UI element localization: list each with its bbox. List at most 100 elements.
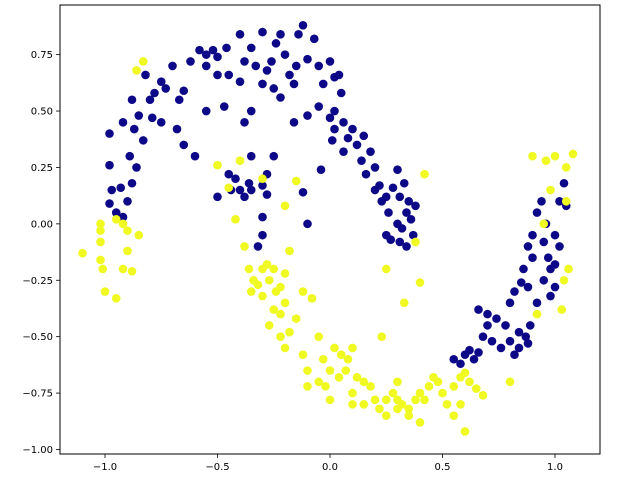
scatter-point-class-1 [111,294,121,303]
scatter-point-class-1 [415,278,425,287]
scatter-point-class-0 [201,61,211,71]
scatter-point-class-0 [325,57,335,66]
scatter-point-class-0 [384,208,393,217]
scatter-point-class-1 [559,275,569,285]
scatter-point-class-0 [303,54,312,64]
scatter-point-class-1 [404,404,414,414]
scatter-point-class-1 [348,343,357,353]
scatter-point-class-1 [359,377,369,387]
scatter-point-class-0 [550,282,560,292]
scatter-point-class-0 [523,339,533,348]
scatter-point-class-1 [348,400,357,409]
scatter-point-class-0 [492,314,501,323]
scatter-point-class-1 [532,309,542,319]
scatter-point-class-0 [276,93,285,102]
scatter-point-class-1 [96,226,105,235]
scatter-point-class-0 [201,106,211,116]
scatter-point-class-0 [487,336,497,346]
x-axis: −1.0 −0.5 0.0 0.5 1.0 [93,454,563,473]
scatter-point-class-1 [318,354,328,364]
scatter-point-class-0 [253,242,263,251]
scatter-point-class-1 [298,287,308,296]
y-tick-label: −1.00 [22,445,53,456]
scatter-point-class-1 [449,382,459,391]
scatter-point-class-1 [118,264,128,274]
scatter-point-class-0 [397,224,407,233]
scatter-point-class-1 [325,366,335,375]
scatter-point-class-0 [289,79,299,89]
scatter-point-class-0 [514,327,524,337]
scatter-point-class-0 [134,111,144,120]
scatter-point-class-0 [172,124,182,134]
scatter-point-class-1 [314,332,324,341]
scatter-point-class-1 [213,160,222,170]
scatter-point-class-0 [555,242,564,251]
scatter-point-class-0 [289,118,299,127]
scatter-point-class-1 [341,366,351,375]
scatter-point-class-1 [280,201,290,211]
scatter-point-class-1 [478,391,488,400]
scatter-point-class-1 [411,237,420,247]
scatter-point-class-1 [98,264,108,274]
scatter-point-class-1 [528,151,537,161]
scatter-point-class-1 [370,395,380,405]
scatter-point-class-1 [100,287,110,296]
scatter-point-class-0 [235,77,245,87]
scatter-point-class-1 [404,411,414,420]
scatter-point-class-1 [381,411,391,420]
scatter-point-class-0 [150,88,159,98]
scatter-point-class-1 [123,246,132,256]
scatter-point-class-0 [145,95,155,105]
scatter-point-class-0 [258,27,267,37]
scatter-point-class-1 [96,237,105,247]
scatter-point-class-0 [528,253,537,262]
scatter-point-class-1 [276,309,285,319]
scatter-point-class-0 [246,43,256,53]
scatter-point-class-0 [510,287,519,296]
scatter-point-class-0 [314,61,324,71]
scatter-point-class-1 [280,343,290,353]
scatter-point-class-0 [116,183,126,193]
scatter-point-class-0 [269,151,279,161]
scatter-point-class-0 [336,88,346,98]
scatter-point-class-0 [357,156,366,165]
scatter-point-class-1 [123,226,132,235]
scatter-point-class-1 [375,404,384,414]
scatter-point-class-1 [564,264,573,274]
scatter-point-class-0 [240,57,249,66]
scatter-point-class-0 [303,219,312,229]
scatter-point-class-0 [318,79,328,89]
scatter-point-class-0 [539,237,549,247]
scatter-point-class-0 [505,298,515,308]
scatter-point-class-1 [285,327,294,337]
scatter-point-class-0 [474,305,483,314]
scatter-point-class-0 [370,163,380,172]
scatter-point-class-1 [325,395,335,405]
scatter-point-class-0 [330,106,339,116]
scatter-point-class-1 [269,305,279,314]
scatter-point-class-0 [532,208,542,217]
scatter-point-class-0 [262,190,272,199]
scatter-point-class-1 [258,174,267,184]
scatter-point-class-1 [388,388,398,398]
scatter-point-class-0 [550,230,560,240]
y-tick-label: 0.00 [31,219,53,230]
scatter-point-class-1 [244,264,254,274]
scatter-point-class-0 [334,70,344,80]
scatter-point-class-0 [519,264,528,274]
scatter-point-class-0 [521,332,531,341]
scatter-point-class-0 [190,151,200,161]
scatter-point-class-0 [555,197,564,206]
scatter-point-class-1 [78,248,87,258]
scatter-point-class-0 [262,66,272,75]
scatter-point-class-0 [213,70,222,80]
scatter-point-class-0 [179,86,189,96]
scatter-point-class-1 [303,382,312,391]
scatter-point-class-0 [276,30,285,39]
scatter-point-class-1 [415,418,425,427]
scatter-point-class-0 [523,242,533,251]
scatter-point-class-0 [402,208,411,217]
scatter-point-class-1 [330,343,339,353]
scatter-point-class-1 [433,377,443,387]
